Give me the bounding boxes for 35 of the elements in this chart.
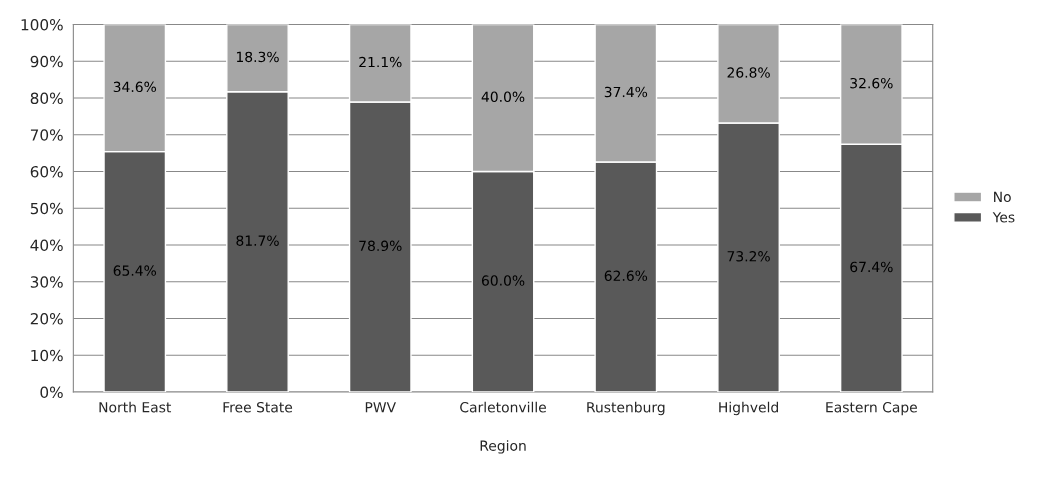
data-label: 73.2% [727,251,770,262]
y-tick-label: 60% [30,165,63,178]
data-label: 18.3% [236,51,279,63]
data-label: 81.7% [236,235,279,246]
y-tick-label: 90% [30,55,63,68]
y-tick-label: 10% [31,349,63,362]
data-label: 78.9% [359,240,402,252]
y-tick-label: 40% [30,239,63,252]
y-tick-label: 0% [40,386,63,399]
y-tick-label: 100% [21,18,63,31]
x-tick-label: North East [99,401,172,413]
x-tick-label: PWV [365,402,396,413]
x-tick-label: Rustenburg [587,401,665,416]
legend-label: No [994,191,1011,203]
data-label: 34.6% [113,81,157,93]
x-tick-label: Highveld [719,401,778,416]
data-label: 62.6% [604,270,648,281]
data-label: 32.6% [850,77,893,89]
y-tick-label: 20% [30,312,63,325]
data-label: 65.4% [113,265,157,276]
x-tick-label: Carletonville [460,401,546,413]
data-label: 26.8% [727,67,770,78]
data-label: 37.4% [604,86,648,98]
legend-label: Yes [992,212,1015,223]
data-label: 67.4% [850,261,893,273]
y-tick-label: 50% [30,202,63,215]
y-tick-label: 30% [30,276,63,288]
y-tick-label: 70% [30,129,63,141]
data-label: 40.0% [481,91,525,103]
x-axis-title: Region [480,440,526,454]
data-label: 60.0% [481,275,525,286]
data-label: 21.1% [359,56,402,68]
y-tick-label: 80% [30,92,63,105]
x-tick-label: Free State [223,401,293,413]
x-tick-label: Eastern Cape [826,401,917,416]
